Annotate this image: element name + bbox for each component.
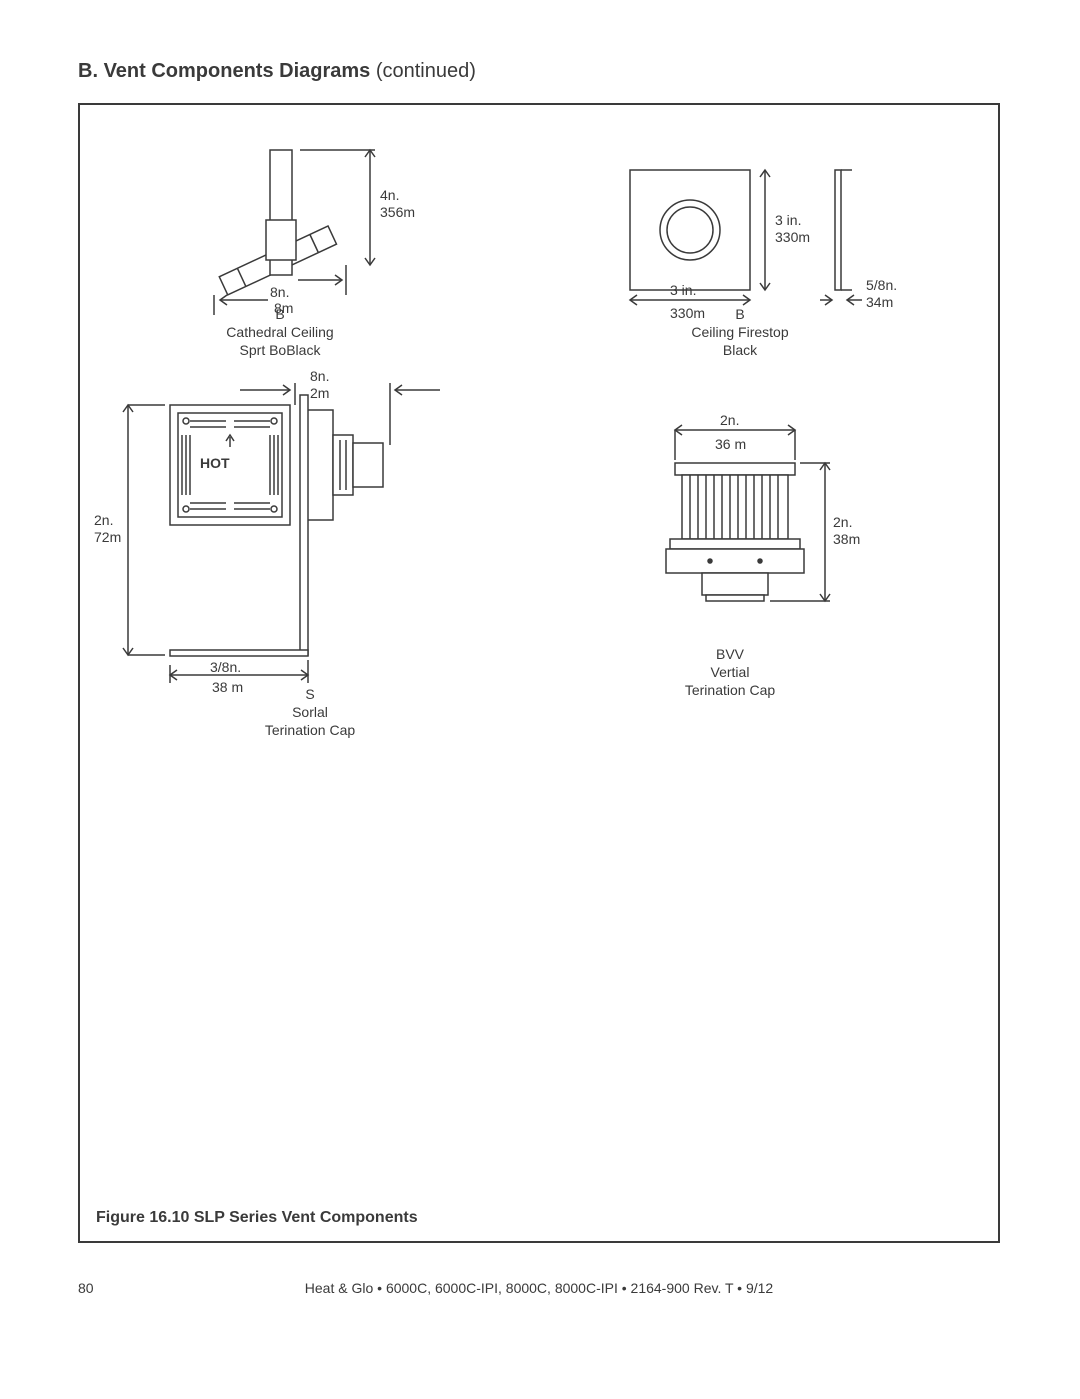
- vtc-code: BVV: [630, 645, 830, 663]
- cfb-s1: 5/8n.: [866, 277, 897, 293]
- shc-caption: S Sorlal Terination Cap: [210, 685, 410, 740]
- cfb-h1: 3 in.: [775, 212, 801, 228]
- vtc-caption: BVV Vertial Terination Cap: [630, 645, 830, 700]
- cfb-h2: 330m: [775, 229, 810, 245]
- ccs-l1: Cathedral Ceiling: [180, 323, 380, 341]
- cfb-s2: 34m: [866, 294, 893, 310]
- svg-text:2n.: 2n.: [94, 512, 113, 528]
- cfb-w1: 3 in.: [670, 282, 696, 298]
- svg-text:34m: 34m: [866, 294, 893, 310]
- vtc-t1: 2n.: [720, 412, 739, 428]
- svg-text:356m: 356m: [380, 204, 415, 220]
- svg-text:38m: 38m: [833, 531, 860, 547]
- svg-text:2m: 2m: [310, 385, 329, 401]
- svg-text:72m: 72m: [94, 529, 121, 545]
- cfb-code: B: [640, 305, 840, 323]
- cfb-l2: Black: [640, 341, 840, 359]
- ccs-h1: 4n.: [380, 187, 399, 203]
- diagram-frame: 4n. 356m 8n. 8m B Cathedral Ceiling Sprt…: [78, 103, 1000, 1243]
- svg-text:4n.: 4n.: [380, 187, 399, 203]
- svg-text:HOT: HOT: [200, 455, 230, 471]
- vertical-termination-diagram: 2n. 36 m 2n. 38m: [620, 405, 900, 645]
- cathedral-ceiling-diagram: 4n. 356m 8n. 8m: [190, 125, 450, 325]
- vtc-r1: 2n.: [833, 514, 852, 530]
- svg-text:2n.: 2n.: [833, 514, 852, 530]
- section-title: B. Vent Components Diagrams (continued): [78, 60, 1000, 83]
- shc-code: S: [210, 685, 410, 703]
- shc-t2: 2m: [310, 385, 329, 401]
- svg-text:3 in.: 3 in.: [670, 282, 696, 298]
- section-continued: (continued): [376, 60, 476, 82]
- section-letter: B.: [78, 60, 98, 82]
- svg-text:3 in.: 3 in.: [775, 212, 801, 228]
- shc-l1: Sorlal: [210, 703, 410, 721]
- ccs-l2: Sprt BoBlack: [180, 341, 380, 359]
- cfb-l1: Ceiling Firestop: [640, 323, 840, 341]
- ccs-caption: B Cathedral Ceiling Sprt BoBlack: [180, 305, 380, 360]
- cfb-caption: B Ceiling Firestop Black: [640, 305, 840, 360]
- svg-text:3/8n.: 3/8n.: [210, 659, 241, 675]
- section-name: Vent Components Diagrams: [104, 60, 371, 82]
- shc-l2: 72m: [94, 529, 121, 545]
- ccs-code: B: [180, 305, 380, 323]
- svg-text:8n.: 8n.: [310, 368, 329, 384]
- svg-text:36 m: 36 m: [715, 436, 746, 452]
- shc-l2: Terination Cap: [210, 721, 410, 739]
- vtc-l1: Vertial: [630, 663, 830, 681]
- footer-text: Heat & Glo • 6000C, 6000C-IPI, 8000C, 80…: [78, 1280, 1000, 1296]
- figure-title: Figure 16.10 SLP Series Vent Components: [96, 1209, 418, 1227]
- shc-t1: 8n.: [310, 368, 329, 384]
- hot-label: HOT: [200, 455, 230, 471]
- shc-b1: 3/8n.: [210, 659, 241, 675]
- svg-text:2n.: 2n.: [720, 412, 739, 428]
- horizontal-termination-diagram: HOT 2n. 72m 8n. 2m 3/8n. 38 m: [90, 365, 470, 705]
- svg-text:5/8n.: 5/8n.: [866, 277, 897, 293]
- svg-text:8n.: 8n.: [270, 284, 289, 300]
- shc-l1: 2n.: [94, 512, 113, 528]
- vtc-l2: Terination Cap: [630, 681, 830, 699]
- ccs-b1: 8n.: [270, 284, 289, 300]
- vtc-t2: 36 m: [715, 436, 746, 452]
- ceiling-firestop-diagram: 3 in. 330m 3 in. 330m 5/8n. 34m: [570, 130, 910, 330]
- ccs-h2: 356m: [380, 204, 415, 220]
- vtc-r2: 38m: [833, 531, 860, 547]
- svg-text:330m: 330m: [775, 229, 810, 245]
